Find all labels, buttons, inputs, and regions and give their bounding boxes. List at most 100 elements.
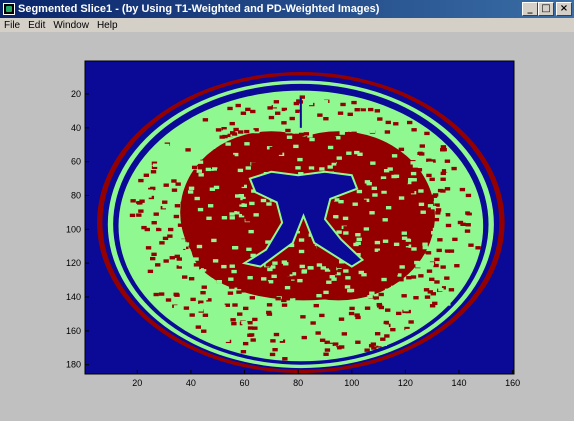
speckle-pixel <box>241 184 247 189</box>
speckle-pixel <box>381 277 387 282</box>
speckle-pixel <box>418 202 425 207</box>
speckle-pixel <box>332 289 338 293</box>
menu-window[interactable]: Window <box>53 19 89 31</box>
speckle-pixel <box>161 273 167 278</box>
speckle-pixel <box>183 223 190 227</box>
speckle-pixel <box>419 152 425 156</box>
speckle-pixel <box>212 286 218 291</box>
speckle-pixel <box>175 182 181 186</box>
speckle-pixel <box>454 264 460 268</box>
speckle-pixel <box>319 313 325 318</box>
speckle-pixel <box>331 149 337 154</box>
speckle-pixel <box>433 217 440 222</box>
speckle-pixel <box>284 297 290 301</box>
minimize-button[interactable]: _ <box>522 2 538 16</box>
speckle-pixel <box>329 310 336 314</box>
window-titlebar[interactable]: Segmented Slice1 - (by Using T1-Weighted… <box>0 0 574 18</box>
speckle-pixel <box>350 114 356 118</box>
speckle-pixel <box>313 151 319 155</box>
speckle-pixel <box>448 249 455 253</box>
speckle-pixel <box>127 209 133 214</box>
speckle-pixel <box>285 279 292 283</box>
speckle-pixel <box>319 338 326 342</box>
speckle-pixel <box>336 163 342 167</box>
x-axis: 20 40 60 80 100 120 140 160 <box>132 370 520 388</box>
speckle-pixel <box>437 238 443 242</box>
speckle-pixel <box>331 277 337 281</box>
speckle-pixel <box>402 180 408 184</box>
speckle-pixel <box>236 290 242 294</box>
speckle-pixel <box>412 164 419 168</box>
y-tick-label: 140 <box>66 292 81 302</box>
speckle-pixel <box>452 237 458 242</box>
menu-file[interactable]: File <box>4 19 21 31</box>
speckle-pixel <box>179 254 185 258</box>
speckle-pixel <box>323 290 329 295</box>
speckle-pixel <box>329 275 335 279</box>
speckle-pixel <box>352 202 358 206</box>
speckle-pixel <box>248 229 254 234</box>
speckle-pixel <box>287 166 293 170</box>
speckle-pixel <box>135 194 141 198</box>
matlab-figure-icon[interactable] <box>3 3 15 15</box>
speckle-pixel <box>402 247 409 251</box>
speckle-pixel <box>227 133 233 138</box>
speckle-pixel <box>183 242 190 246</box>
speckle-pixel <box>410 145 417 149</box>
speckle-pixel <box>287 272 293 277</box>
speckle-pixel <box>384 130 391 134</box>
speckle-pixel <box>360 107 366 112</box>
speckle-pixel <box>301 335 307 340</box>
speckle-pixel <box>198 179 204 183</box>
speckle-pixel <box>401 231 407 235</box>
speckle-pixel <box>150 256 156 261</box>
speckle-pixel <box>392 274 398 279</box>
speckle-pixel <box>390 285 397 290</box>
speckle-pixel <box>406 290 413 294</box>
speckle-pixel <box>444 276 450 280</box>
speckle-pixel <box>376 302 382 307</box>
speckle-pixel <box>272 104 279 108</box>
speckle-pixel <box>207 278 214 282</box>
speckle-pixel <box>232 272 238 276</box>
speckle-pixel <box>440 265 446 269</box>
speckle-pixel <box>440 145 447 149</box>
speckle-pixel <box>221 216 228 220</box>
close-button[interactable]: × <box>556 2 572 16</box>
speckle-pixel <box>465 223 471 227</box>
speckle-pixel <box>277 151 283 155</box>
speckle-pixel <box>195 283 201 287</box>
speckle-pixel <box>281 121 287 125</box>
speckle-pixel <box>381 190 387 195</box>
speckle-pixel <box>151 161 158 165</box>
speckle-pixel <box>388 112 394 117</box>
speckle-pixel <box>263 281 269 285</box>
menu-help[interactable]: Help <box>96 19 118 31</box>
speckle-pixel <box>229 264 235 268</box>
speckle-pixel <box>267 280 274 284</box>
speckle-pixel <box>156 201 163 205</box>
speckle-pixel <box>436 284 442 288</box>
menu-edit[interactable]: Edit <box>28 19 46 31</box>
speckle-pixel <box>267 106 273 110</box>
speckle-pixel <box>188 186 195 190</box>
speckle-pixel <box>269 146 275 151</box>
speckle-pixel <box>310 314 316 318</box>
speckle-pixel <box>275 271 281 275</box>
speckle-pixel <box>277 337 284 342</box>
speckle-pixel <box>313 303 319 308</box>
speckle-pixel <box>275 297 281 301</box>
speckle-pixel <box>201 285 207 289</box>
speckle-pixel <box>401 236 408 240</box>
speckle-pixel <box>162 204 168 209</box>
speckle-pixel <box>264 323 270 327</box>
speckle-pixel <box>239 254 245 258</box>
speckle-pixel <box>165 298 172 302</box>
speckle-pixel <box>156 227 162 232</box>
speckle-pixel <box>387 116 393 121</box>
speckle-pixel <box>197 207 204 212</box>
speckle-pixel <box>285 352 291 357</box>
maximize-button[interactable]: □ <box>538 2 554 16</box>
speckle-pixel <box>396 311 402 316</box>
speckle-pixel <box>415 287 422 291</box>
